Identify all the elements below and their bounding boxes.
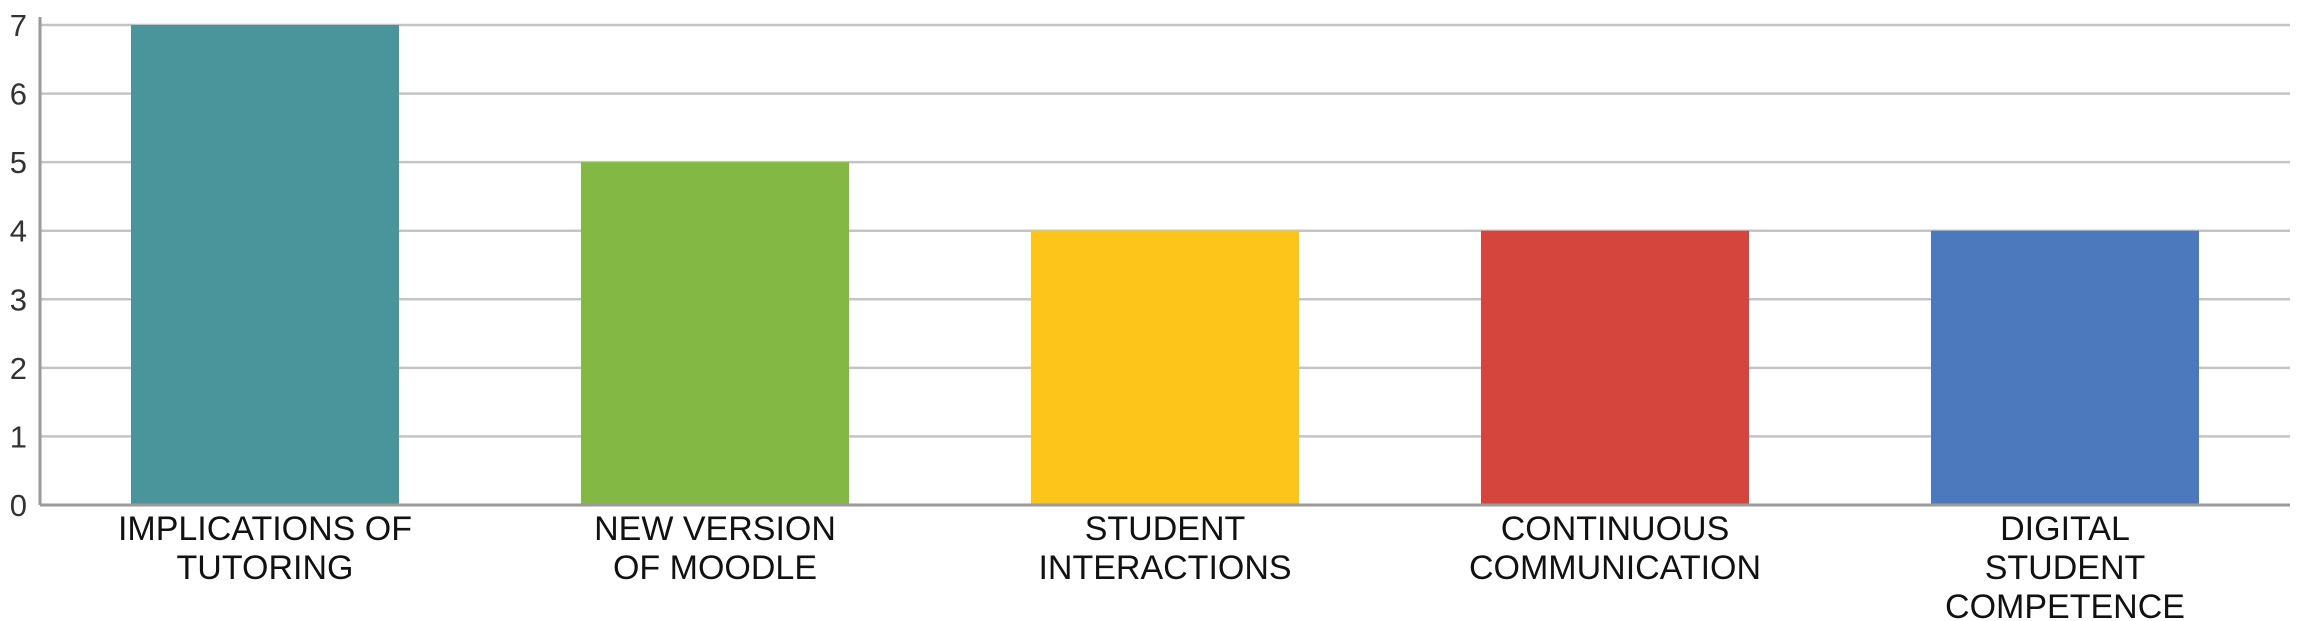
y-tick-label: 6 [10,77,27,112]
x-tick-label: IMPLICATIONS OF TUTORING [118,510,412,587]
bar [1481,230,1749,505]
y-tick-labels: 0 1 2 3 4 5 6 7 [10,8,27,523]
y-tick-label: 4 [10,214,27,249]
y-tick-label: 0 [10,488,27,523]
x-tick-label-line: IMPLICATIONS OF [118,510,412,548]
x-tick-label: STUDENT INTERACTIONS [1038,510,1291,587]
y-tick-label: 7 [10,8,27,43]
bar [1031,230,1299,505]
x-tick-label-line: TUTORING [177,549,354,587]
bar [1931,230,2199,505]
x-tick-label-line: COMPETENCE [1945,588,2185,621]
y-tick-label: 1 [10,419,27,454]
y-tick-label: 3 [10,282,27,317]
x-tick-label-line: STUDENT [1985,549,2146,587]
y-tick-label: 5 [10,145,27,180]
x-tick-label-line: COMMUNICATION [1469,549,1761,587]
bars [131,25,2199,505]
x-tick-label: NEW VERSION OF MOODLE [594,510,836,587]
x-tick-label-line: DIGITAL [2000,510,2130,548]
x-tick-labels: IMPLICATIONS OF TUTORING NEW VERSION OF MOO… [118,510,2185,621]
x-tick-label-line: NEW VERSION [594,510,836,548]
x-tick-label-line: OF MOODLE [613,549,817,587]
x-tick-label-line: CONTINUOUS [1501,510,1730,548]
x-tick-label: CONTINUOUS COMMUNICATION [1469,510,1761,587]
x-tick-label-line: INTERACTIONS [1038,549,1291,587]
axes [38,17,2290,507]
bar [581,162,849,505]
x-tick-label: DIGITAL STUDENT COMPETENCE [1945,510,2185,621]
bar [131,25,399,505]
x-tick-label-line: STUDENT [1085,510,1246,548]
y-tick-label: 2 [10,351,27,386]
